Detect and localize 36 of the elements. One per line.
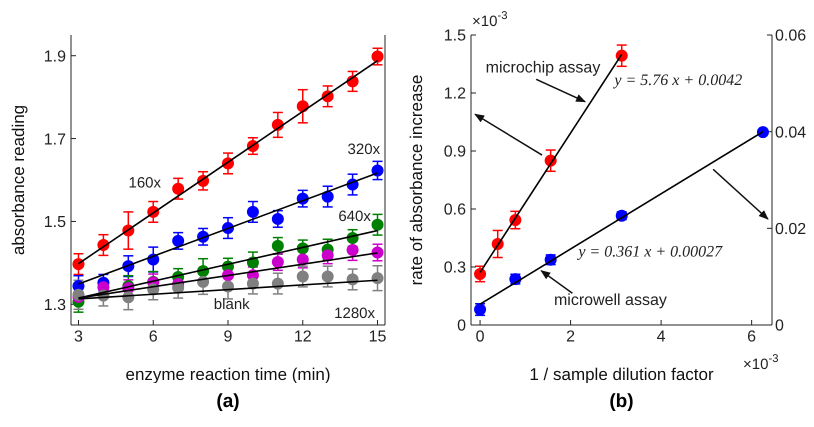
text: ×10$^{-3}$ xyxy=(472,10,508,30)
x-tick-label: 3 xyxy=(74,328,84,346)
annotation: microchip assay xyxy=(486,59,600,76)
annotation: 1280x xyxy=(334,304,376,322)
x-tick-label: 4 xyxy=(656,328,666,346)
y2-tick-label: 0.04 xyxy=(775,124,806,142)
text: (b) xyxy=(608,391,635,413)
y-tick-label: 1.5 xyxy=(444,28,466,45)
y-tick-label: 1.3 xyxy=(44,296,66,314)
text: ×10$^{-3}$ xyxy=(743,352,778,373)
y-tick-label: 1.2 xyxy=(444,86,466,103)
text: (a) xyxy=(215,391,241,413)
annotation: 320x xyxy=(348,140,381,158)
y2-tick-label: 0.02 xyxy=(775,221,806,238)
x-tick-label: 9 xyxy=(224,328,233,346)
annotation: 160x xyxy=(128,174,162,192)
annotation: microwell assay xyxy=(554,292,667,310)
x-tick-label: 12 xyxy=(294,328,312,346)
annotation: blank xyxy=(214,296,250,314)
x-tick-label: 15 xyxy=(368,328,387,346)
y-tick-label: 0.6 xyxy=(444,202,466,219)
y-tick-label: 0.3 xyxy=(444,260,466,277)
x-tick-label: 0 xyxy=(476,328,485,346)
annotation: y = 5.76 x + 0.0042 xyxy=(612,72,742,89)
y-tick-label: 1.5 xyxy=(44,214,66,232)
y-tick-label: 0.9 xyxy=(444,144,466,161)
y-axis-title: rate of absorbance increase xyxy=(407,74,426,286)
y-axis-title: absorbance reading xyxy=(9,104,28,256)
x-tick-label: 6 xyxy=(747,328,756,346)
x-tick-label: 6 xyxy=(148,328,158,346)
annotation: 640x xyxy=(338,208,372,225)
y-tick-label: 1.9 xyxy=(44,48,66,66)
y2-tick-label: 0.06 xyxy=(775,28,806,45)
y-tick-label: 1.7 xyxy=(44,131,66,148)
annotation: y = 0.361 x + 0.00027 xyxy=(576,242,724,260)
x-tick-label: 2 xyxy=(566,328,576,346)
